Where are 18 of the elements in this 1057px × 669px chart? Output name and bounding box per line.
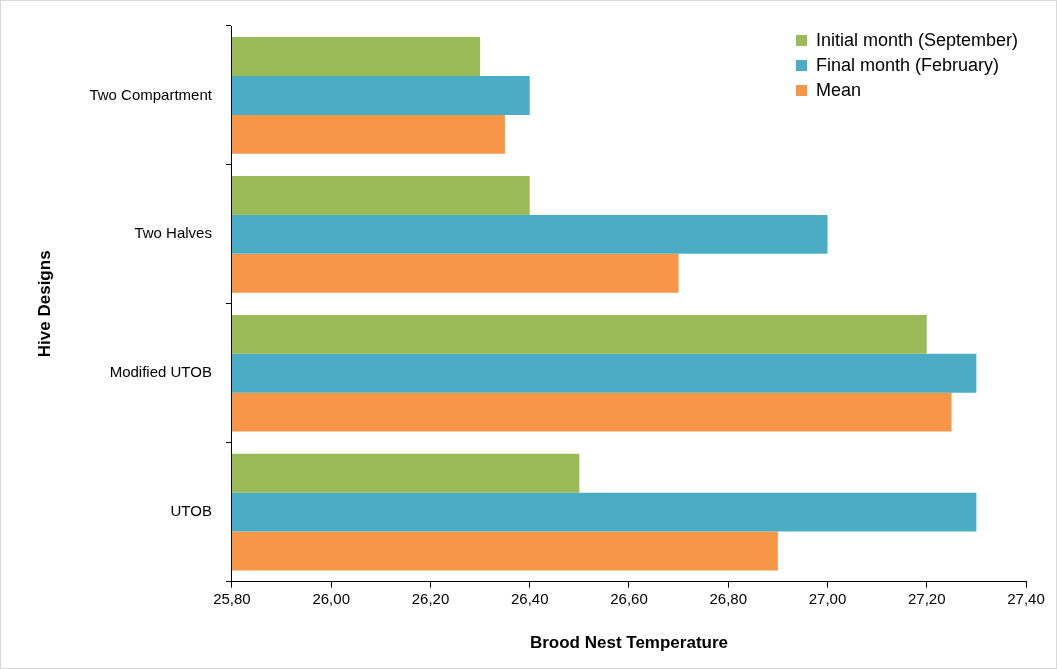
- x-tick-label: 26,60: [610, 589, 648, 607]
- x-tick-label: 26,00: [312, 589, 350, 607]
- y-tick-label: Two Halves: [134, 224, 212, 242]
- x-tick-label: 26,80: [709, 589, 747, 607]
- legend-label: Initial month (September): [815, 29, 1018, 52]
- x-tick-label: 25,80: [213, 589, 251, 607]
- x-tick-label: 26,20: [411, 589, 450, 607]
- y-tick-label: UTOB: [170, 502, 212, 520]
- x-tick-label: 27,40: [1007, 589, 1045, 607]
- x-tick-label: 26,40: [510, 589, 549, 607]
- x-axis-title: Brood Nest Temperature: [529, 633, 728, 653]
- legend-label: Mean: [815, 79, 861, 102]
- x-tick-label: 27,00: [808, 589, 847, 607]
- y-tick-label: Modified UTOB: [109, 363, 212, 381]
- x-tick-label: 27,20: [907, 589, 946, 607]
- legend-label: Final month (February): [815, 54, 999, 77]
- y-axis-title: Hive Designs: [34, 250, 54, 358]
- y-tick-label: Two Compartment: [89, 85, 213, 103]
